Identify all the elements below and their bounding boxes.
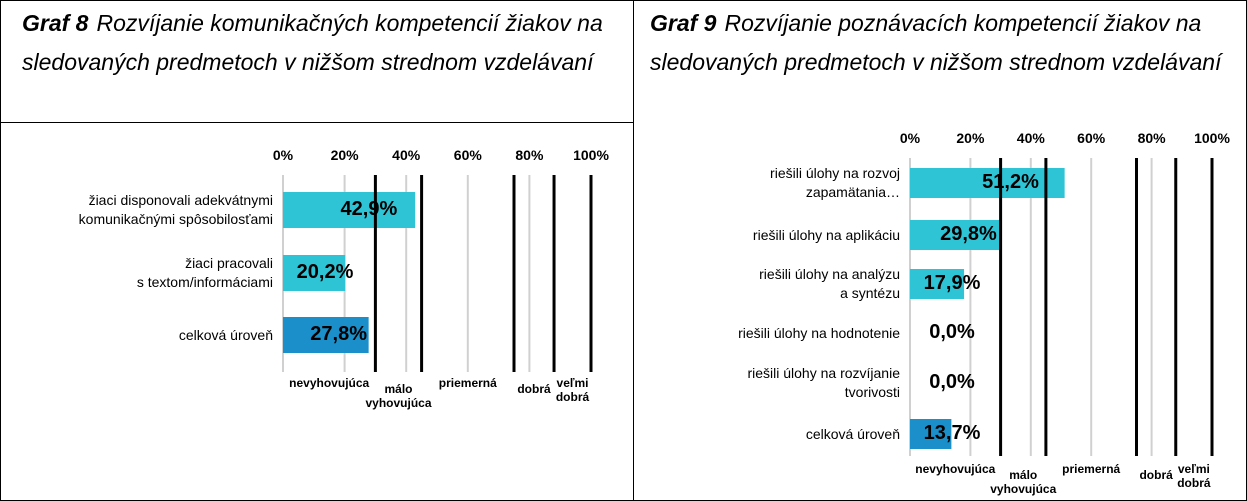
category-label: celková úroveň bbox=[178, 327, 273, 343]
value-label: 42,9% bbox=[340, 198, 398, 220]
x-tick-label: 40% bbox=[1016, 130, 1045, 146]
bar bbox=[910, 220, 1000, 250]
band-label: dobrá bbox=[1139, 468, 1173, 482]
chart-number: Graf 8 bbox=[22, 10, 89, 36]
x-tick-label: 60% bbox=[453, 147, 482, 163]
x-tick-label: 80% bbox=[515, 147, 544, 163]
band-label: nevyhovujúca bbox=[915, 462, 996, 476]
bar bbox=[283, 192, 416, 228]
band-label: málo vyhovujúca bbox=[365, 382, 432, 410]
border bbox=[0, 0, 1247, 1]
bar bbox=[283, 317, 369, 353]
band-label: málo vyhovujúca bbox=[990, 468, 1057, 496]
x-tick-label: 20% bbox=[330, 147, 359, 163]
x-tick-label: 80% bbox=[1137, 130, 1166, 146]
value-label: 51,2% bbox=[982, 171, 1039, 193]
band-label: veľmi dobrá bbox=[1177, 462, 1211, 490]
value-label: 13,7% bbox=[923, 422, 981, 444]
x-tick-label: 100% bbox=[573, 147, 609, 163]
bar bbox=[283, 255, 346, 291]
band-label: priemerná bbox=[438, 376, 497, 390]
category-label: riešili úlohy na rozvíjanie tvorivosti bbox=[747, 365, 900, 400]
band-label: nevyhovujúca bbox=[289, 376, 370, 390]
x-tick-label: 100% bbox=[1194, 130, 1230, 146]
divider bbox=[633, 0, 634, 501]
border bbox=[0, 0, 1, 501]
chart-title: Graf 8 Rozvíjanie komunikačných kompetenc… bbox=[22, 4, 622, 82]
value-label: 0,0% bbox=[929, 371, 975, 393]
band-label: dobrá bbox=[517, 382, 551, 396]
chart-title-text: Rozvíjanie poznávacích kompetencií žiako… bbox=[650, 10, 1222, 75]
value-label: 20,2% bbox=[296, 261, 354, 283]
value-label: 17,9% bbox=[923, 272, 981, 294]
value-label: 0,0% bbox=[929, 321, 975, 343]
chart-number: Graf 9 bbox=[650, 10, 717, 36]
category-label: riešili úlohy na hodnotenie bbox=[738, 325, 900, 341]
chart-title-text: Rozvíjanie komunikačných kompetencií žia… bbox=[22, 10, 603, 75]
bar bbox=[910, 269, 965, 299]
value-label: 27,8% bbox=[310, 323, 367, 345]
category-label: riešili úlohy na analýzu a syntézu bbox=[759, 266, 900, 301]
x-tick-label: 0% bbox=[899, 130, 921, 146]
x-tick-label: 20% bbox=[956, 130, 985, 146]
x-tick-label: 40% bbox=[392, 147, 421, 163]
chart-title: Graf 9 Rozvíjanie poznávacích kompetencií… bbox=[650, 4, 1247, 82]
bar bbox=[910, 419, 952, 449]
x-tick-label: 0% bbox=[272, 147, 294, 163]
category-label: žiaci disponovali adekvátnymi komunikačn… bbox=[78, 192, 273, 227]
value-label: 29,8% bbox=[940, 223, 997, 245]
category-label: riešili úlohy na rozvoj zapamätania… bbox=[770, 165, 900, 200]
header-line bbox=[0, 122, 633, 123]
band-label: veľmi dobrá bbox=[555, 376, 590, 404]
band-label: priemerná bbox=[1062, 462, 1121, 476]
category-label: celková úroveň bbox=[805, 426, 900, 442]
bar bbox=[910, 168, 1065, 198]
category-label: riešili úlohy na aplikáciu bbox=[752, 227, 900, 243]
x-tick-label: 60% bbox=[1077, 130, 1106, 146]
category-label: žiaci pracovali s textom/informáciami bbox=[136, 255, 273, 290]
